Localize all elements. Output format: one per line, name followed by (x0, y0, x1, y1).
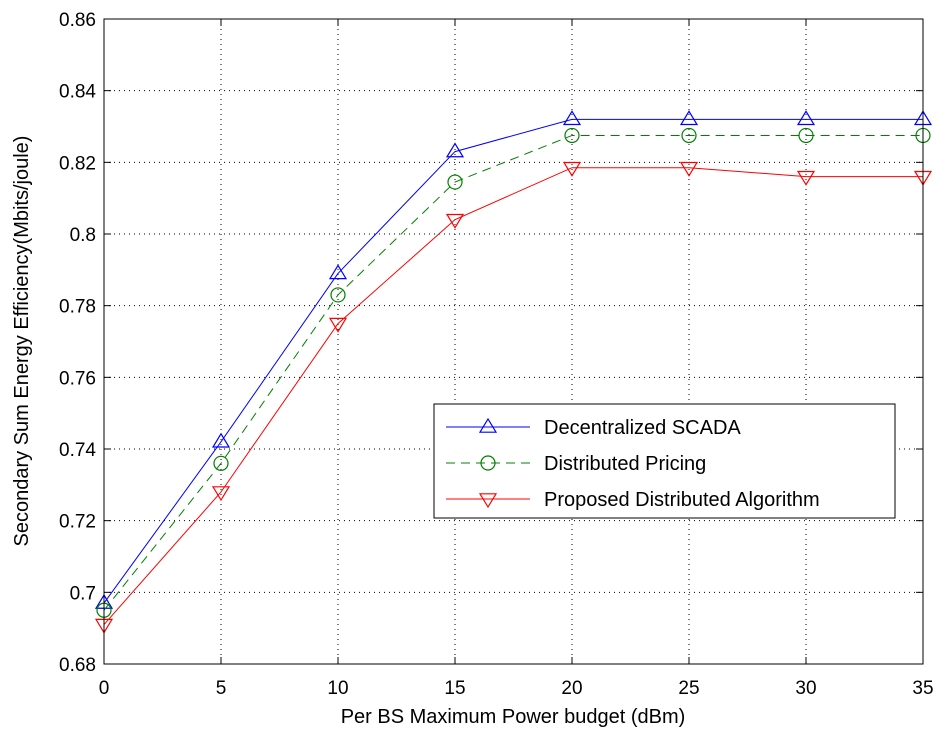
data-point (213, 455, 229, 471)
legend-label: Decentralized SCADA (544, 417, 741, 439)
legend-marker (480, 455, 496, 471)
legend-label: Distributed Pricing (544, 453, 706, 475)
y-tick-label: 0.7 (70, 583, 96, 604)
plot-frame (103, 18, 924, 665)
y-tick-label: 0.76 (59, 368, 96, 389)
legend-marker (478, 417, 498, 433)
y-tick-label: 0.68 (59, 655, 96, 676)
y-tick-label: 0.78 (59, 297, 96, 318)
axis-ticks: 0 5 10 15 20 25 30 35 0.68 0.7 0.72 0.74 0.76 0.78 0.8… (59, 10, 934, 699)
data-point (328, 317, 348, 333)
data-point (798, 127, 814, 144)
plot-series (94, 110, 933, 634)
y-tick-label: 0.72 (59, 512, 96, 533)
data-point (681, 127, 697, 144)
legend-marker (478, 493, 498, 509)
legend-label: Proposed Distributed Algorithm (544, 489, 820, 511)
data-point (330, 287, 346, 303)
y-tick-label: 0.8 (70, 225, 96, 246)
data-point (445, 213, 465, 229)
data-point (796, 110, 816, 126)
y-tick-label: 0.84 (59, 82, 96, 103)
data-point (445, 142, 465, 158)
x-axis-label: Per BS Maximum Power budget (dBm) (341, 706, 686, 728)
x-tick-label: 0 (99, 678, 110, 699)
series-line (103, 134, 923, 611)
data-point (796, 170, 816, 186)
y-tick-label: 0.82 (59, 153, 96, 174)
series-2 (94, 161, 933, 634)
y-tick-label: 0.86 (59, 10, 96, 31)
series-line (103, 167, 923, 625)
data-point (679, 161, 699, 177)
data-point (562, 161, 582, 177)
data-point (328, 264, 348, 280)
x-tick-label: 20 (561, 678, 582, 699)
y-axis-label: Secondary Sum Energy Efficiency(Mbits/jo… (11, 136, 33, 547)
data-point (211, 486, 231, 502)
data-point (564, 127, 580, 144)
x-tick-label: 15 (444, 678, 465, 699)
y-tick-label: 0.74 (59, 440, 96, 461)
legend: Decentralized SCADA Distributed Pricing Pr… (433, 403, 896, 519)
x-tick-label: 35 (912, 678, 933, 699)
data-point (679, 110, 699, 126)
x-tick-label: 10 (327, 678, 348, 699)
data-point (447, 174, 463, 190)
series-line (103, 118, 923, 604)
x-tick-label: 5 (216, 678, 227, 699)
data-point (562, 110, 582, 126)
x-tick-label: 30 (795, 678, 816, 699)
x-tick-label: 25 (678, 678, 699, 699)
data-point (211, 432, 231, 448)
